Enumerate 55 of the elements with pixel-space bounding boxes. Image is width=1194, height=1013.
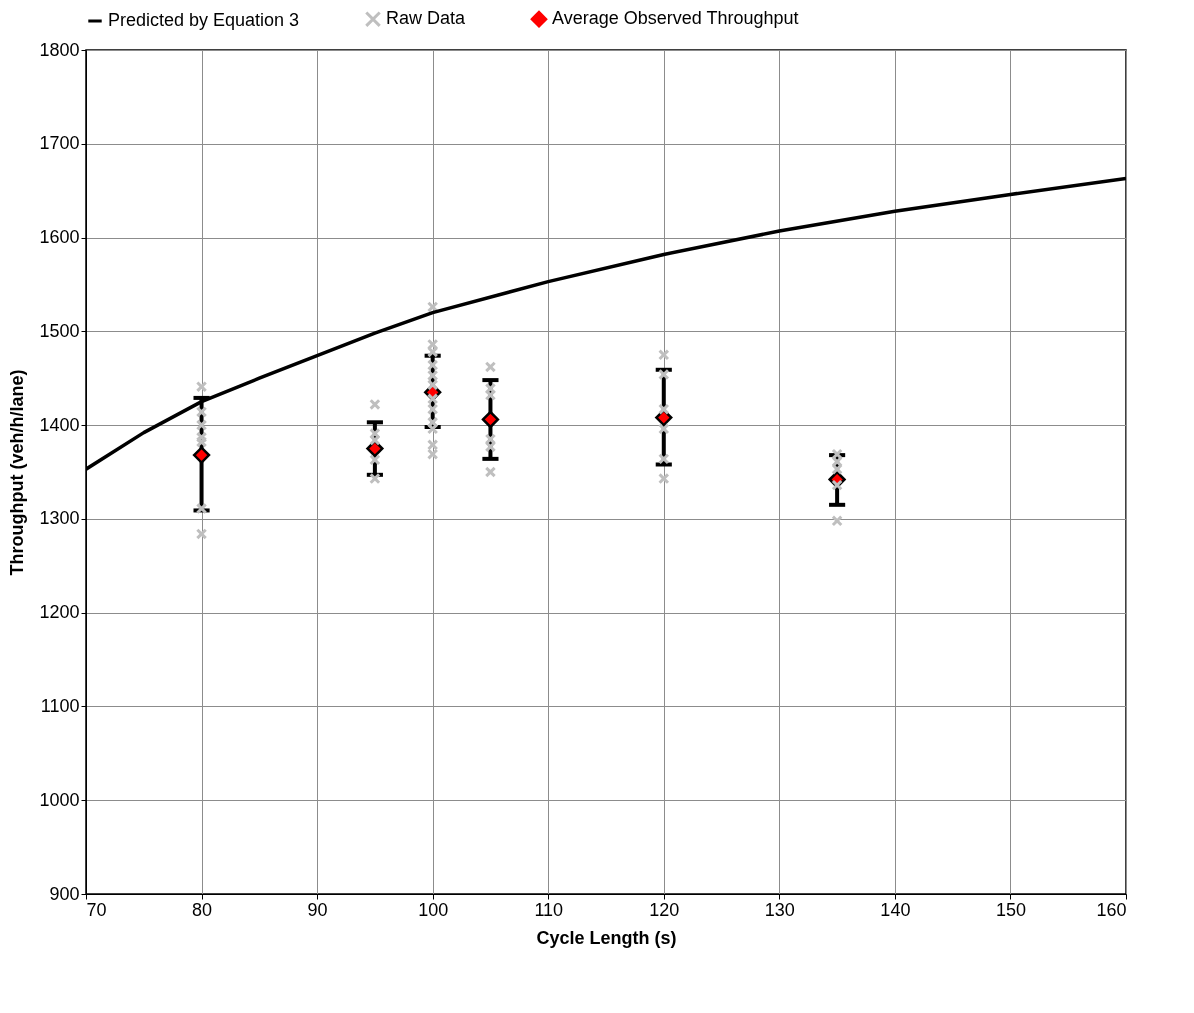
x-tick-label: 70 [86, 899, 107, 920]
y-tick-label: 1800 [39, 39, 80, 60]
point [369, 398, 381, 411]
point [195, 406, 208, 418]
point [426, 393, 439, 405]
legend-label: Predicted by Equation 3 [108, 10, 300, 30]
x-tick-label: 150 [995, 899, 1026, 920]
point [195, 502, 208, 515]
x-tick-label: 100 [418, 899, 449, 920]
point [481, 410, 500, 429]
point [426, 359, 439, 371]
point [426, 439, 439, 451]
y-tick-label: 1100 [40, 695, 80, 716]
point [426, 416, 439, 428]
y-tick-label: 1300 [39, 508, 80, 529]
point [658, 472, 670, 485]
legend-label: Average Observed Throughput [552, 8, 799, 29]
y-tick-label: 1600 [39, 227, 80, 248]
y-tick-label: 1200 [39, 602, 80, 623]
point [831, 515, 843, 527]
point [484, 361, 497, 373]
point [658, 349, 670, 361]
point [658, 368, 670, 381]
point [195, 380, 208, 393]
legend-label: Raw Data [386, 8, 467, 29]
point [195, 528, 208, 540]
point [658, 453, 670, 465]
y-axis-title: Throughput (veh/h/lane) [7, 369, 28, 576]
point [369, 472, 381, 485]
y-tick-label: 1500 [39, 320, 80, 341]
point [426, 403, 439, 415]
point [484, 389, 497, 401]
y-tick-label: 1400 [39, 414, 80, 435]
x-tick-label: 130 [764, 899, 795, 920]
point [369, 434, 381, 446]
point [192, 446, 211, 464]
x-tick-label: 120 [649, 899, 680, 920]
y-tick-label: 900 [49, 883, 80, 904]
y-tick-label: 1700 [39, 133, 80, 154]
x-tick-label: 80 [192, 899, 213, 920]
point [426, 448, 439, 460]
point [426, 423, 439, 435]
point [426, 379, 439, 391]
point [658, 423, 670, 435]
x-axis-title: Cycle Length (s) [536, 927, 677, 948]
point [195, 419, 208, 431]
point [484, 466, 497, 478]
x-tick-label: 160 [1096, 899, 1127, 920]
y-tick-label: 1000 [39, 789, 80, 810]
point [369, 427, 381, 440]
point [369, 454, 381, 466]
point [658, 403, 670, 415]
x-tick-label: 90 [307, 899, 328, 920]
x-tick-label: 140 [880, 899, 911, 920]
x-tick-label: 110 [534, 899, 564, 920]
